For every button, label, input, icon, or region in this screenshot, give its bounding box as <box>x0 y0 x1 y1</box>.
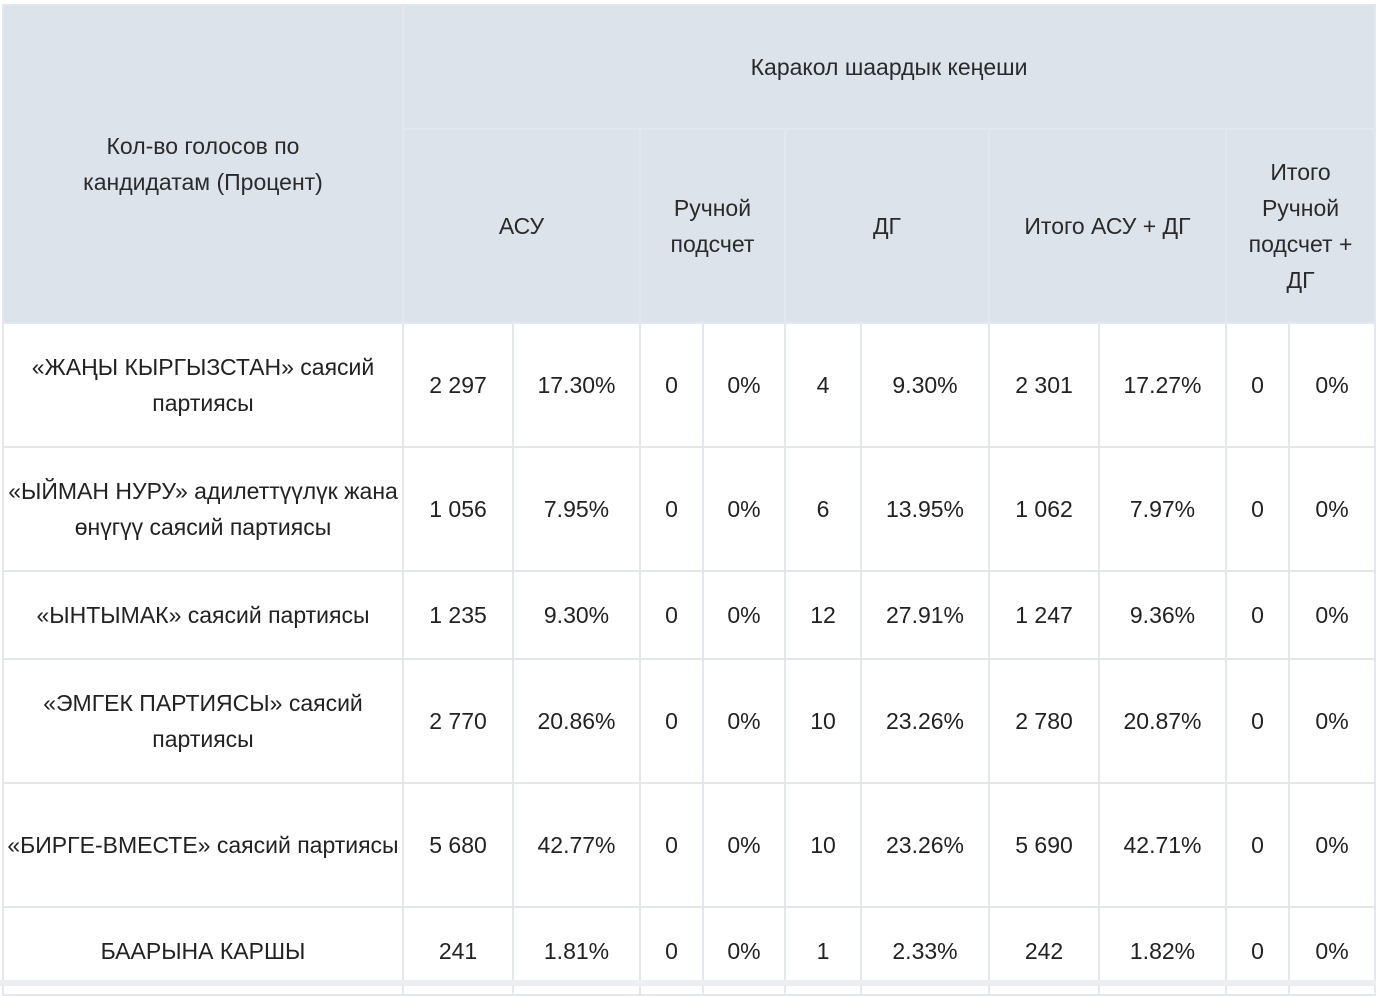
manual-percent: 0% <box>702 782 786 908</box>
total-asu-dg-percent: 42.71% <box>1098 782 1227 908</box>
asu-votes: 5 680 <box>402 782 514 908</box>
manual-votes: 0 <box>639 446 704 572</box>
total-asu-dg-votes: 5 690 <box>988 782 1100 908</box>
dg-votes: 4 <box>784 322 862 448</box>
dg-percent: 23.26% <box>860 658 990 784</box>
asu-votes: 1 056 <box>402 446 514 572</box>
manual-percent: 0% <box>702 446 786 572</box>
dg-votes: 6 <box>784 446 862 572</box>
table-row: «ЫЙМАН НУРУ» адилеттүүлүк жана өнүгүү са… <box>2 446 1376 572</box>
dg-votes: 10 <box>784 782 862 908</box>
party-name: «ЫНТЫМАК» саясий партиясы <box>2 570 404 660</box>
total-manual-dg-votes: 0 <box>1225 570 1290 660</box>
asu-votes: 1 235 <box>402 570 514 660</box>
manual-votes: 0 <box>639 782 704 908</box>
total-asu-dg-votes: 1 062 <box>988 446 1100 572</box>
total-manual-dg-votes: 0 <box>1225 322 1290 448</box>
party-name: «ЫЙМАН НУРУ» адилеттүүлүк жана өнүгүү са… <box>2 446 404 572</box>
manual-votes: 0 <box>639 570 704 660</box>
dg-votes: 10 <box>784 658 862 784</box>
total-manual-dg-votes: 0 <box>1225 446 1290 572</box>
total-manual-dg-header: Итого Ручной подсчет + ДГ <box>1224 128 1376 324</box>
candidates-header: Кол-во голосов по кандидатам (Процент) <box>2 4 404 324</box>
total-manual-dg-percent: 0% <box>1287 322 1376 448</box>
election-results-table: Кол-во голосов по кандидатам (Процент) К… <box>2 4 1376 996</box>
manual-percent: 0% <box>702 322 786 448</box>
table-row: «ЫНТЫМАК» саясий партиясы 1 235 9.30% 0 … <box>2 570 1376 660</box>
asu-votes: 2 770 <box>402 658 514 784</box>
total-manual-dg-votes: 0 <box>1225 782 1290 908</box>
table-row: «ЭМГЕК ПАРТИЯСЫ» саясий партиясы 2 770 2… <box>2 658 1376 784</box>
asu-votes: 2 297 <box>402 322 514 448</box>
total-asu-dg-votes: 1 247 <box>988 570 1100 660</box>
dg-header: ДГ <box>784 128 990 324</box>
manual-percent: 0% <box>702 658 786 784</box>
dg-percent: 23.26% <box>860 782 990 908</box>
asu-percent: 42.77% <box>512 782 641 908</box>
party-name: «БИРГЕ-ВМЕСТЕ» саясий партиясы <box>2 782 404 908</box>
council-header: Каракол шаардык кеңеши <box>401 4 1376 130</box>
asu-percent: 17.30% <box>512 322 641 448</box>
dg-percent: 13.95% <box>860 446 990 572</box>
total-manual-dg-percent: 0% <box>1287 658 1376 784</box>
dg-percent: 9.30% <box>860 322 990 448</box>
total-asu-dg-percent: 9.36% <box>1098 570 1227 660</box>
total-manual-dg-votes: 0 <box>1225 658 1290 784</box>
total-manual-dg-percent: 0% <box>1287 782 1376 908</box>
total-manual-dg-percent: 0% <box>1287 570 1376 660</box>
total-asu-dg-votes: 2 301 <box>988 322 1100 448</box>
total-asu-dg-header: Итого АСУ + ДГ <box>988 128 1227 324</box>
total-manual-dg-percent: 0% <box>1287 446 1376 572</box>
asu-percent: 9.30% <box>512 570 641 660</box>
asu-percent: 7.95% <box>512 446 641 572</box>
asu-percent: 20.86% <box>512 658 641 784</box>
horizontal-scroll-edge <box>0 980 1376 986</box>
total-asu-dg-votes: 2 780 <box>988 658 1100 784</box>
table-row: «ЖАҢЫ КЫРГЫЗСТАН» саясий партиясы 2 297 … <box>2 322 1376 448</box>
dg-percent: 27.91% <box>860 570 990 660</box>
asu-header: АСУ <box>402 128 641 324</box>
total-asu-dg-percent: 7.97% <box>1098 446 1227 572</box>
table-row: «БИРГЕ-ВМЕСТЕ» саясий партиясы 5 680 42.… <box>2 782 1376 908</box>
manual-votes: 0 <box>639 658 704 784</box>
party-name: «ЖАҢЫ КЫРГЫЗСТАН» саясий партиясы <box>2 322 404 448</box>
manual-percent: 0% <box>702 570 786 660</box>
total-asu-dg-percent: 20.87% <box>1098 658 1227 784</box>
manual-votes: 0 <box>639 322 704 448</box>
manual-count-header: Ручной подсчет <box>639 128 786 324</box>
party-name: «ЭМГЕК ПАРТИЯСЫ» саясий партиясы <box>2 658 404 784</box>
dg-votes: 12 <box>784 570 862 660</box>
total-asu-dg-percent: 17.27% <box>1098 322 1227 448</box>
